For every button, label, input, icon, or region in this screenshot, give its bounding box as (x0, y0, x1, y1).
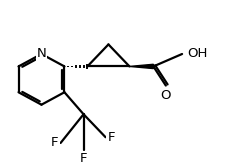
Text: F: F (107, 131, 115, 144)
Text: O: O (160, 89, 171, 102)
Text: F: F (80, 152, 87, 165)
Text: F: F (51, 136, 59, 150)
Text: N: N (37, 48, 46, 60)
Polygon shape (130, 64, 153, 69)
Text: OH: OH (187, 48, 207, 60)
